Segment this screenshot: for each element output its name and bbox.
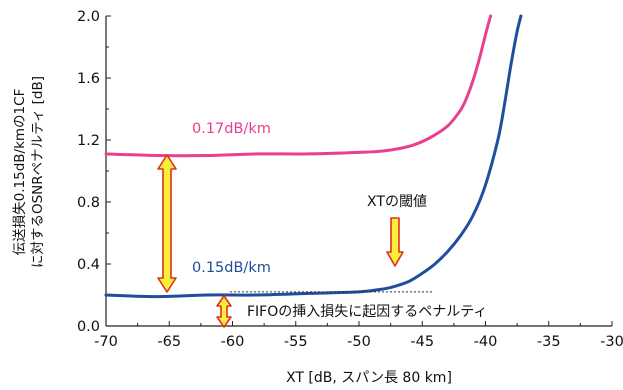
x-axis-label: XT [dB, スパン長 80 km] [286,370,452,386]
y-tick-label: 1.6 [77,71,100,87]
annotations: XTの閾値 FIFOの挿入損失に起因するペナルティ 0.17dB/km 0.15… [157,121,487,328]
x-tick-label: -55 [284,334,308,350]
series-line-017 [104,14,493,158]
arrow-shape [157,154,177,293]
axes [105,16,612,327]
x-tick-label: -50 [347,334,371,350]
arrow-shape [386,217,404,267]
fifo-penalty-double-arrow [216,295,232,328]
x-tick-label: -30 [600,334,623,350]
x-tick-label: -35 [537,334,561,350]
series-label-015: 0.15dB/km [192,260,271,276]
threshold-down-arrow [386,217,404,267]
x-tick-label: -70 [94,334,118,350]
ticks: -70 -65 -60 -55 -50 -45 -40 -35 -30 0.0 0.4 0.8 1.2 1… [77,9,623,350]
y-axis-label-line-1: 伝送損失0.15dB/kmの1CF [12,89,28,256]
x-tick-label: -40 [474,334,498,350]
y-tick-label: 0.0 [77,319,100,335]
y-axis-label: 伝送損失0.15dB/kmの1CF に対するOSNRペナルティ [dB] [12,76,46,268]
series [104,14,523,299]
penalty-difference-double-arrow [157,154,177,293]
y-tick-label: 2.0 [77,9,100,25]
threshold-label: XTの閾値 [367,194,427,210]
y-tick-label: 0.8 [77,195,100,211]
y-axis-label-line-2: に対するOSNRペナルティ [dB] [30,76,46,268]
arrow-shape [216,295,232,328]
x-tick-label: -45 [410,334,434,350]
series-line-015 [104,14,523,299]
series-label-017: 0.17dB/km [192,121,271,137]
x-tick-label: -65 [157,334,181,350]
y-tick-label: 1.2 [77,133,100,149]
y-tick-label: 0.4 [77,257,100,273]
x-tick-label: -60 [221,334,245,350]
fifo-penalty-label: FIFOの挿入損失に起因するペナルティ [247,304,487,320]
